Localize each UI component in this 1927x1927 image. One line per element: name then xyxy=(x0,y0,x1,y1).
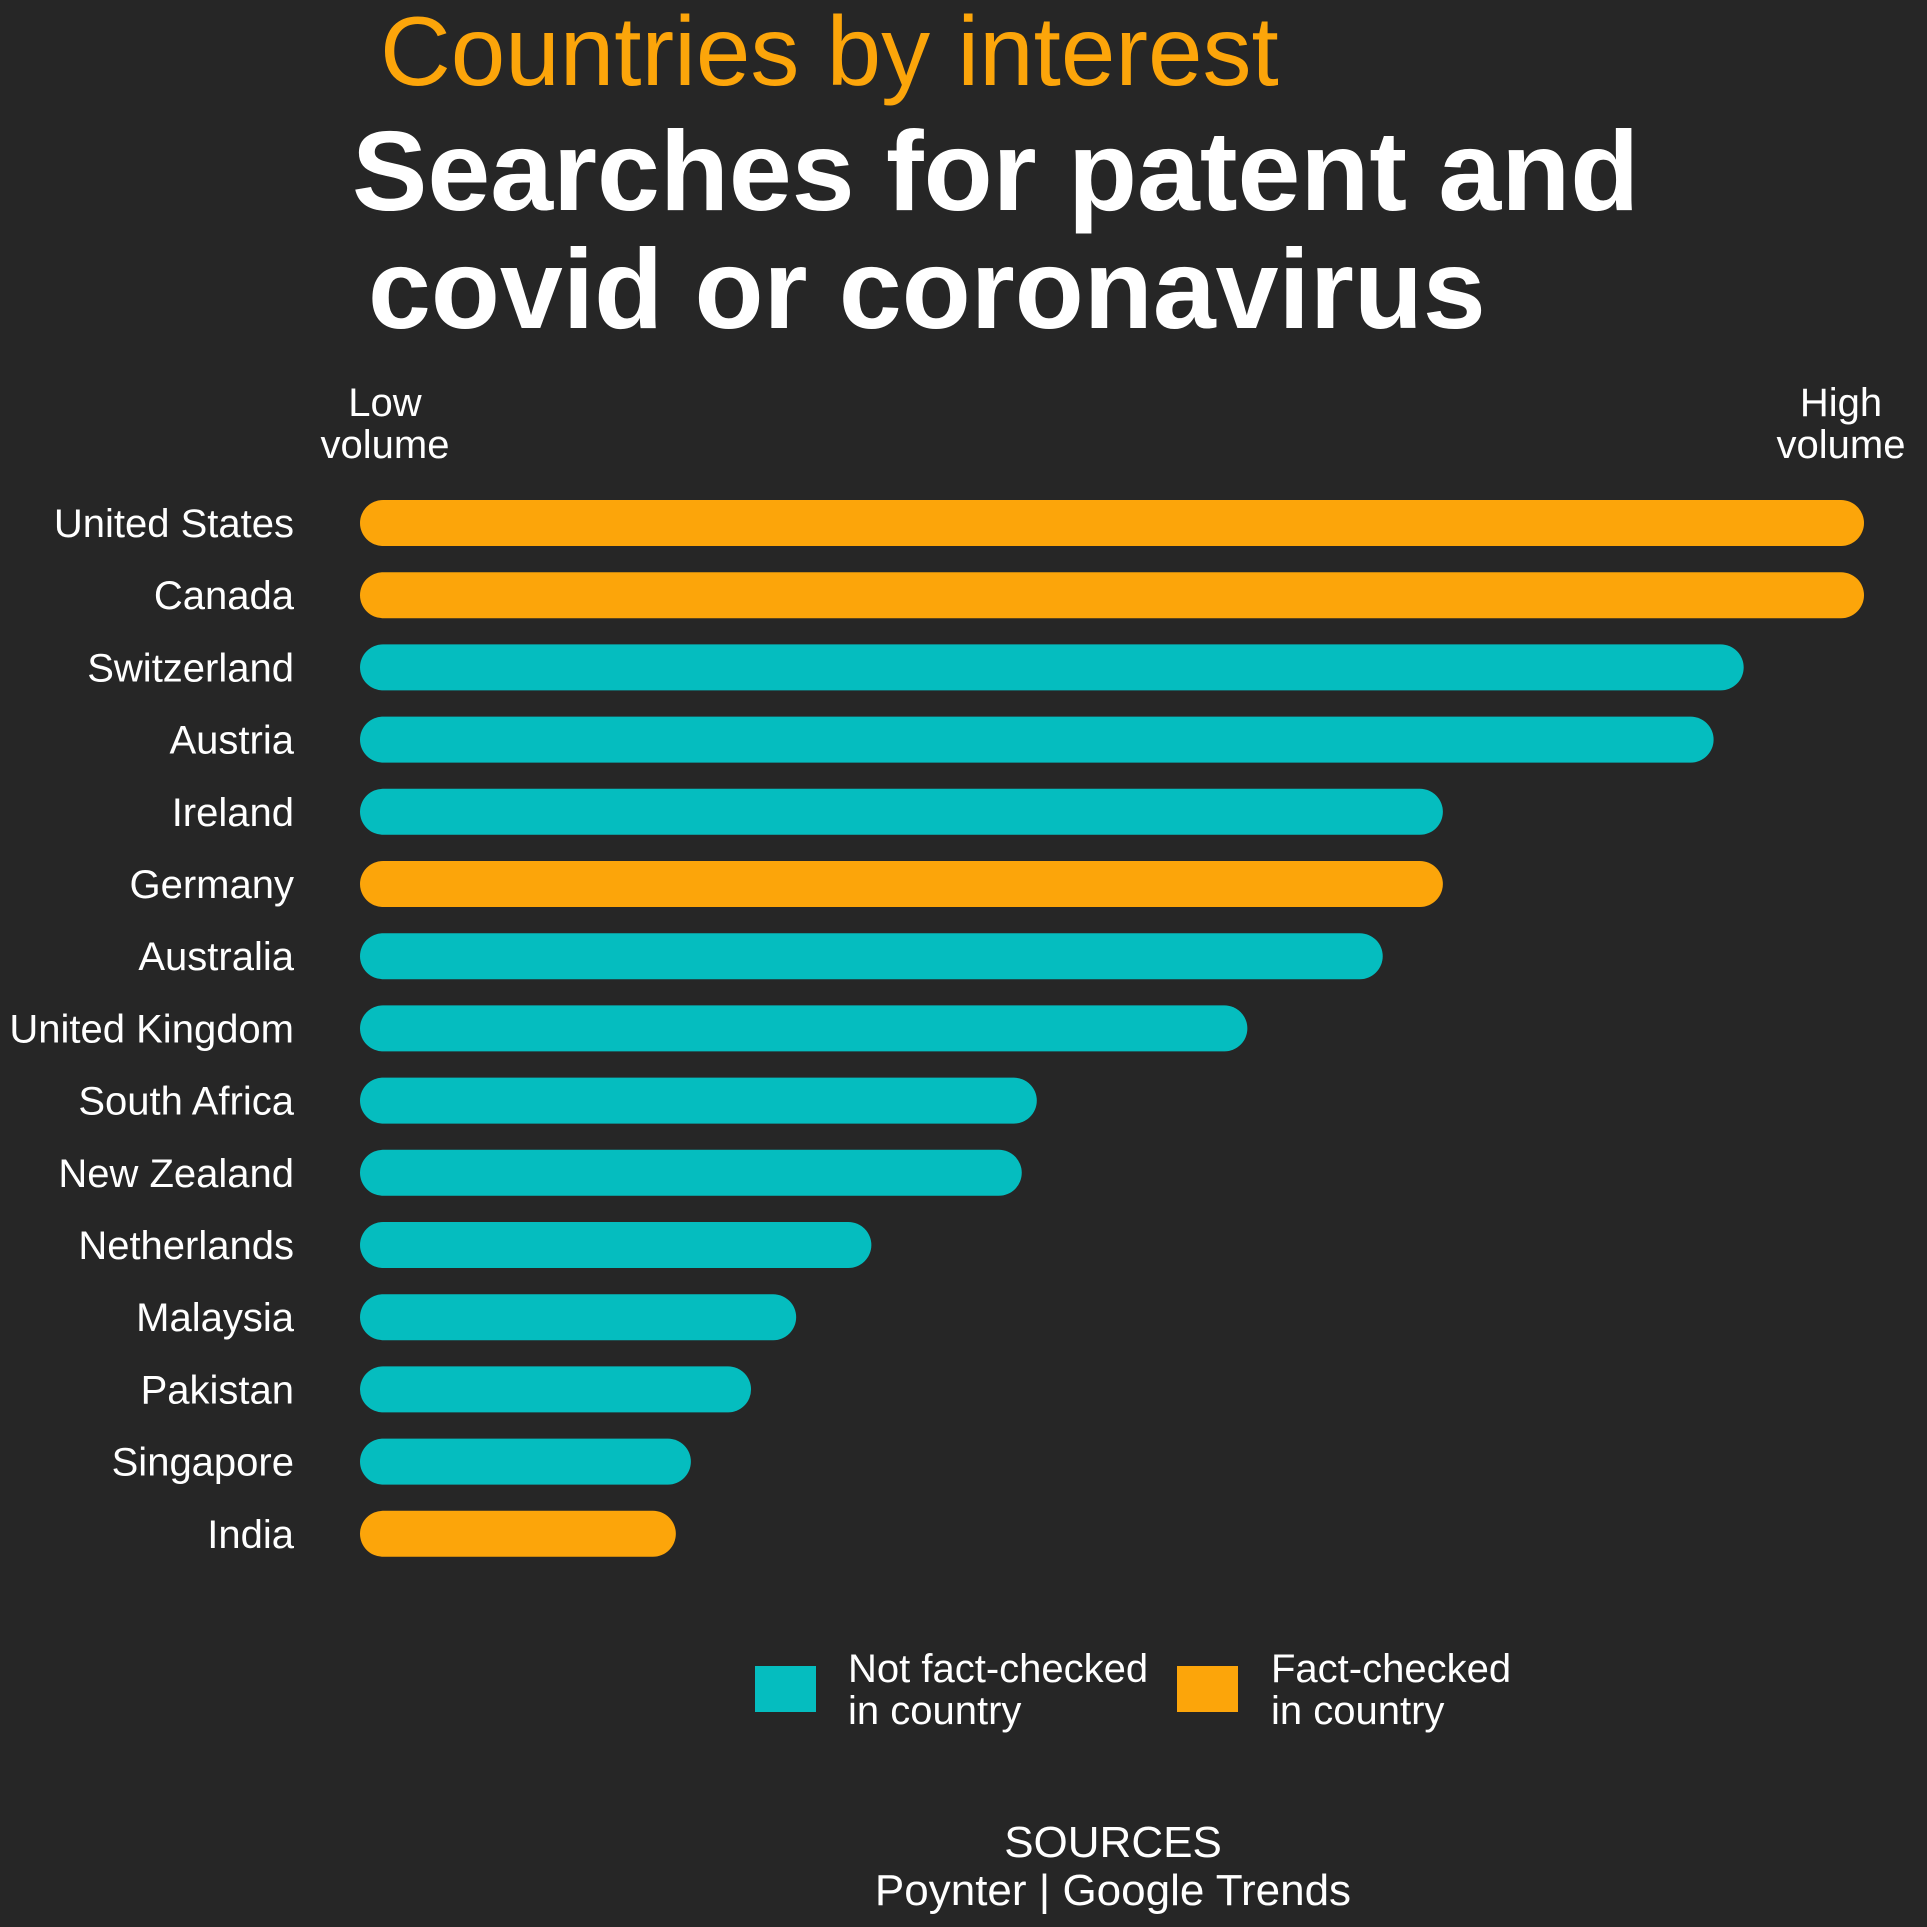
category-label-singapore: Singapore xyxy=(112,1441,294,1485)
category-label-netherlands: Netherlands xyxy=(78,1224,294,1268)
bar-india xyxy=(360,1511,676,1557)
chart-title-line-2: covid or coronavirus xyxy=(368,226,1486,352)
category-label-germany: Germany xyxy=(130,863,295,907)
scale-low-label-line-1: Low xyxy=(348,381,421,425)
legend-label-not-fact-checked-line-2: in country xyxy=(848,1689,1021,1733)
chart-title-line-1: Searches for patent and xyxy=(352,108,1639,234)
bar-germany xyxy=(360,861,1443,907)
legend-label-fact-checked-line-2: in country xyxy=(1271,1689,1444,1733)
bar-united-kingdom xyxy=(360,1005,1247,1051)
bar-switzerland xyxy=(360,644,1744,690)
bar-singapore xyxy=(360,1439,691,1485)
category-label-india: India xyxy=(207,1513,294,1557)
scale-high-label-line-2: volume xyxy=(1777,423,1906,467)
bar-austria xyxy=(360,717,1714,763)
bar-netherlands xyxy=(360,1222,871,1268)
bar-united-states xyxy=(360,500,1864,546)
category-label-united-kingdom: United Kingdom xyxy=(9,1007,294,1051)
legend-label-fact-checked-line-1: Fact-checked xyxy=(1271,1647,1511,1691)
category-label-australia: Australia xyxy=(138,935,294,979)
category-label-switzerland: Switzerland xyxy=(87,646,294,690)
legend-swatch-not-fact-checked xyxy=(755,1666,816,1712)
chart-kicker: Countries by interest xyxy=(380,0,1279,106)
bar-malaysia xyxy=(360,1294,796,1340)
category-label-canada: Canada xyxy=(154,574,295,618)
bar-australia xyxy=(360,933,1383,979)
sources-text: Poynter | Google Trends xyxy=(875,1866,1351,1915)
bar-pakistan xyxy=(360,1366,751,1412)
category-label-south-africa: South Africa xyxy=(78,1080,294,1124)
bar-ireland xyxy=(360,789,1443,835)
category-label-austria: Austria xyxy=(170,719,295,763)
scale-low-label-line-2: volume xyxy=(321,423,450,467)
category-label-malaysia: Malaysia xyxy=(136,1296,295,1340)
legend-swatch-fact-checked xyxy=(1177,1666,1238,1712)
sources-heading: SOURCES xyxy=(1004,1818,1222,1867)
bar-canada xyxy=(360,572,1864,618)
scale-high-label-line-1: High xyxy=(1800,381,1882,425)
legend-label-not-fact-checked-line-1: Not fact-checked xyxy=(848,1647,1148,1691)
category-label-united-states: United States xyxy=(54,502,294,546)
category-label-ireland: Ireland xyxy=(172,791,294,835)
category-label-pakistan: Pakistan xyxy=(141,1368,294,1412)
bar-south-africa xyxy=(360,1078,1037,1124)
bar-new-zealand xyxy=(360,1150,1022,1196)
category-label-new-zealand: New Zealand xyxy=(58,1152,294,1196)
